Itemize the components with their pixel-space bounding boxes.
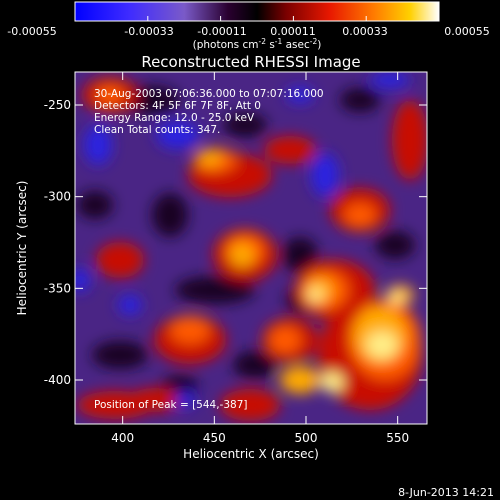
- colorbar-tick-label: 0.00011: [270, 25, 316, 38]
- colorbar: -0.00055 -0.00033 -0.00011 0.00011 0.000…: [7, 1, 490, 51]
- colorbar-tick-label: -0.00011: [197, 25, 246, 38]
- colorbar-tick-label: 0.00055: [444, 25, 490, 38]
- x-axis-label: Heliocentric X (arcsec): [183, 447, 319, 461]
- axis-tick-label: -400: [44, 373, 71, 387]
- heatmap: [75, 72, 427, 424]
- plot-frame: [74, 71, 428, 425]
- axis-tick-label: 500: [295, 431, 318, 445]
- axis-tick-label: -300: [44, 190, 71, 204]
- axis-tick-label: -250: [44, 98, 71, 112]
- colorbar-tick-label: -0.00055: [7, 25, 56, 38]
- x-axis-ticks: [122, 72, 399, 424]
- y-axis-ticks: [75, 104, 427, 381]
- info-overlay: 30-Aug-2003 07:06:36.000 to 07:07:16.000…: [94, 88, 324, 411]
- colorbar-tick-label: 0.00033: [342, 25, 388, 38]
- y-axis-label: Heliocentric Y (arcsec): [15, 181, 29, 316]
- axis-tick-label: 450: [203, 431, 226, 445]
- x-axis-tick-labels: 400 450 500 550: [111, 431, 409, 445]
- colorbar-frame: [74, 1, 440, 22]
- info-clean-counts: Clean Total counts: 347.: [94, 124, 220, 136]
- info-energy-range: Energy Range: 12.0 - 25.0 keV: [94, 112, 255, 124]
- axis-tick-label: -350: [44, 281, 71, 295]
- footer-date: 8-Jun-2013 14:21: [398, 486, 494, 499]
- axis-tick-label: 550: [386, 431, 409, 445]
- colorbar-ticks: [74, 16, 440, 21]
- peak-position-text: Position of Peak = [544,-387]: [94, 399, 248, 411]
- colorbar-tick-label: -0.00033: [124, 25, 173, 38]
- colorbar-units: (photons cm-2 s-1 asec-2): [193, 37, 322, 51]
- plot-title: Reconstructed RHESSI Image: [141, 53, 360, 71]
- y-axis-tick-labels: -250 -300 -350 -400: [44, 98, 71, 387]
- info-time-range: 30-Aug-2003 07:06:36.000 to 07:07:16.000: [94, 88, 324, 100]
- axis-tick-label: 400: [111, 431, 134, 445]
- plot-axes: 400 450 500 550 -250 -300 -350 -400 Heliocentr…: [15, 71, 428, 461]
- info-detectors: Detectors: 4F 5F 6F 7F 8F, Att 0: [94, 100, 261, 112]
- colorbar-gradient: [75, 2, 439, 21]
